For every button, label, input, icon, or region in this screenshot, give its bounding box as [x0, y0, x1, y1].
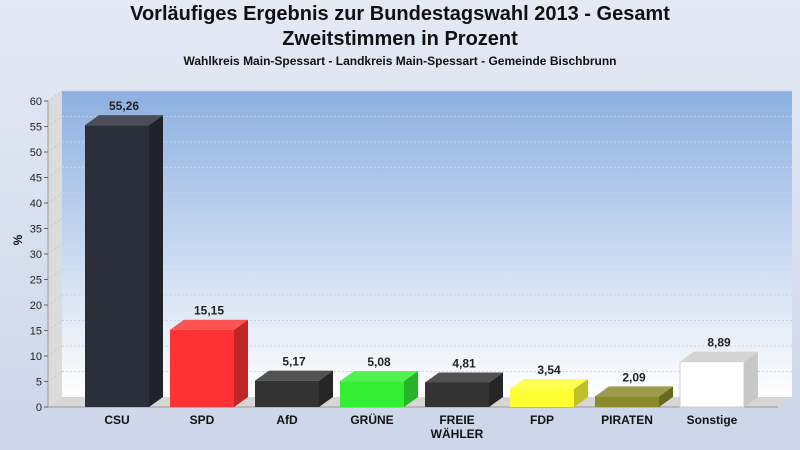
bar-front: [510, 388, 574, 407]
data-label: 15,15: [194, 304, 224, 318]
bar-top: [340, 371, 418, 382]
y-tick-label: 15: [30, 326, 42, 338]
y-tick-label: 10: [30, 351, 42, 363]
y-tick-label: 25: [30, 275, 42, 287]
data-label: 3,54: [537, 363, 561, 377]
bar-sonstige: 8,89: [679, 336, 758, 408]
grid-line-side: [47, 141, 63, 153]
x-tick-label: Sonstige: [687, 413, 738, 427]
bar-side: [574, 378, 588, 407]
grid-line-side: [47, 192, 63, 204]
grid-line-side: [47, 371, 63, 382]
grid-line-side: [47, 294, 63, 306]
bar-grüne: 5,08: [340, 355, 418, 407]
bar-front: [255, 380, 319, 407]
bar-csu: 55,26: [85, 99, 163, 407]
grid-line-side: [47, 320, 63, 331]
y-axis-ticks: 0 5 10 15 20 25 30 35 40 45 50 55 60: [30, 96, 48, 414]
grid-line-side: [47, 345, 63, 357]
grid-line-side: [47, 243, 63, 255]
x-tick-label: PIRATEN: [601, 413, 653, 427]
bar-top: [425, 372, 503, 383]
y-tick-label: 0: [36, 402, 42, 414]
bar-side: [744, 351, 758, 407]
data-label: 5,08: [367, 355, 391, 369]
bar-afd: 5,17: [255, 355, 333, 407]
bar-side: [234, 319, 248, 407]
bar-top: [595, 386, 673, 397]
y-axis-label: %: [11, 234, 25, 245]
bar-side: [404, 371, 418, 407]
grid-line-side: [47, 116, 63, 127]
y-tick-label: 30: [30, 249, 42, 261]
y-tick-label: 20: [30, 300, 42, 312]
x-tick-label: SPD: [190, 413, 215, 427]
x-tick-label: WÄHLER: [431, 426, 484, 441]
y-tick-label: 45: [30, 173, 42, 185]
bar-side: [489, 372, 503, 407]
chart-title-line2: Zweitstimmen in Prozent: [282, 28, 518, 50]
y-tick-label: 60: [30, 96, 42, 108]
grid-line-side: [47, 218, 63, 229]
bar-top: [170, 319, 248, 330]
data-label: 4,81: [452, 356, 476, 370]
y-tick-label: 40: [30, 198, 42, 210]
bar-piraten: 2,09: [595, 370, 673, 407]
y-tick-label: 50: [30, 147, 42, 159]
bar-top: [680, 351, 758, 362]
bar-front: [425, 382, 489, 407]
bar-side: [659, 386, 673, 407]
grid-line-side: [47, 167, 63, 178]
data-label: 8,89: [707, 336, 731, 350]
bar-front: [340, 381, 404, 407]
bar-front: [679, 361, 745, 408]
grid-line-side: [47, 269, 63, 280]
y-tick-label: 35: [30, 224, 42, 236]
data-label: 5,17: [282, 355, 306, 369]
x-tick-label: AfD: [276, 413, 298, 427]
grid-line-side: [47, 90, 63, 102]
bar-freie-wähler: 4,81: [425, 356, 503, 407]
bar-front: [170, 329, 234, 407]
x-tick-label: CSU: [104, 413, 129, 427]
bar-side: [319, 370, 333, 407]
bar-top: [510, 378, 588, 389]
bar-front: [85, 125, 149, 407]
bar-front: [595, 396, 659, 407]
x-tick-label: GRÜNE: [350, 412, 393, 427]
y-tick-label: 55: [30, 122, 42, 134]
data-label: 55,26: [109, 99, 139, 113]
chart-subtitle: Wahlkreis Main-Spessart - Landkreis Main…: [183, 54, 617, 68]
bar-spd: 15,15: [170, 304, 248, 407]
data-label: 2,09: [622, 370, 646, 384]
x-tick-label: FDP: [530, 413, 554, 427]
x-tick-label: FREIE: [439, 413, 474, 427]
y-tick-label: 5: [36, 377, 42, 389]
bar-fdp: 3,54: [510, 363, 588, 407]
bar-top: [255, 370, 333, 381]
bar-top: [85, 115, 163, 126]
bars: 55,26 15,15 5,17 5,08 4,81 3,54 2,09 8,89: [85, 99, 758, 408]
bar-side: [149, 115, 163, 407]
chart-title: Vorläufiges Ergebnis zur Bundestagswahl …: [130, 3, 670, 25]
